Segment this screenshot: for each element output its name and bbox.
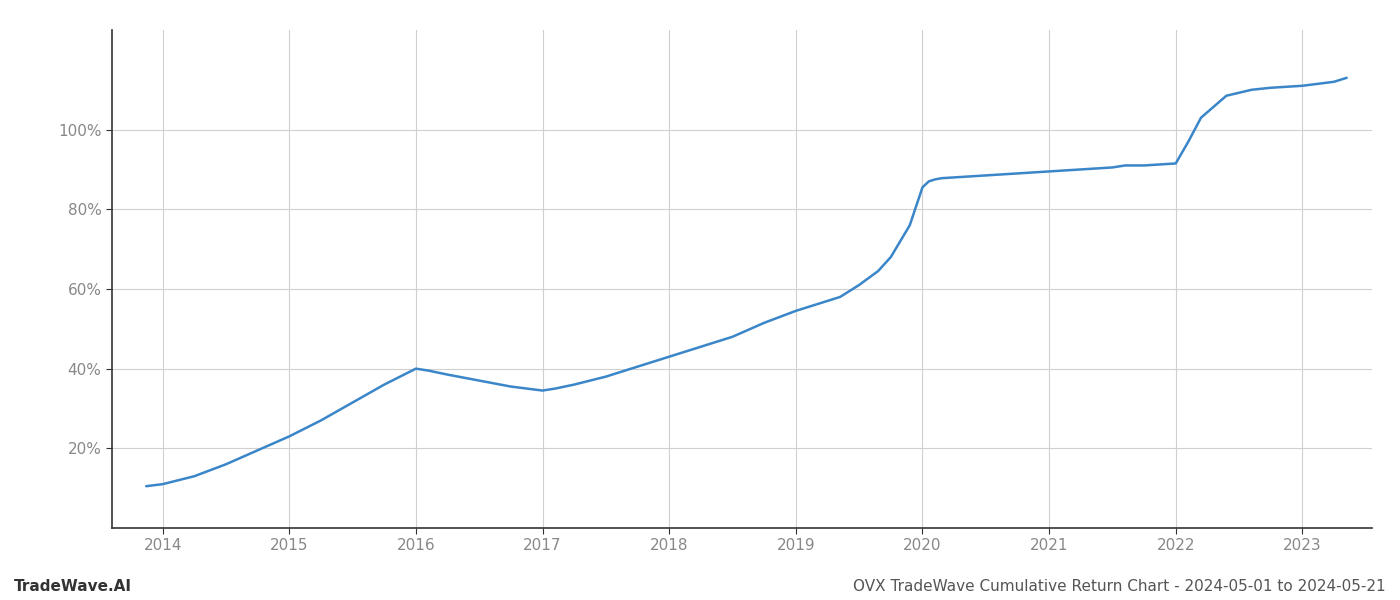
Text: OVX TradeWave Cumulative Return Chart - 2024-05-01 to 2024-05-21: OVX TradeWave Cumulative Return Chart - … [854, 579, 1386, 594]
Text: TradeWave.AI: TradeWave.AI [14, 579, 132, 594]
